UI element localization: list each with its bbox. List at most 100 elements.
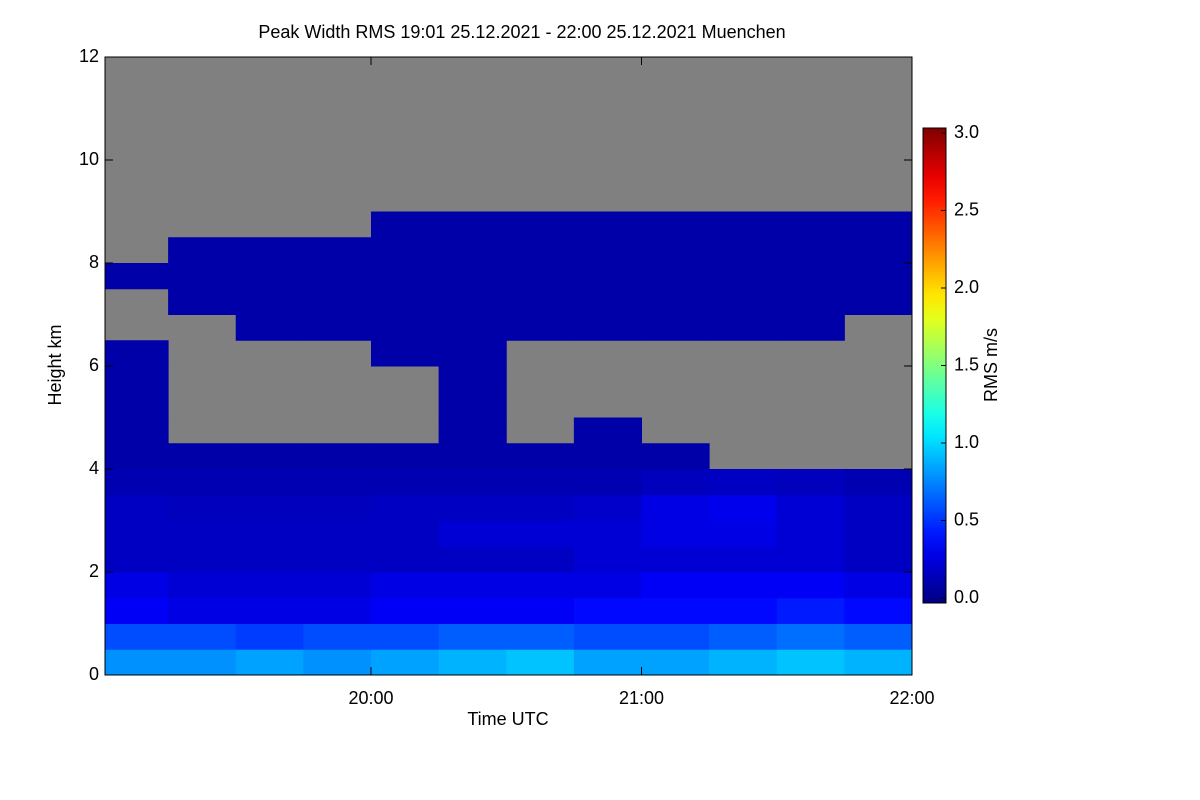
heatmap-cell — [303, 494, 372, 521]
heatmap-cell — [641, 288, 710, 315]
heatmap-cell — [438, 391, 507, 418]
heatmap-cell — [370, 314, 440, 341]
heatmap-cell — [776, 623, 845, 650]
heatmap-cell — [105, 443, 169, 470]
heatmap-cell — [844, 520, 912, 547]
y-tick-label: 0 — [89, 664, 99, 684]
heatmap-cell — [235, 263, 304, 290]
heatmap-cell — [303, 649, 372, 675]
heatmap-cell — [438, 546, 507, 573]
heatmap-cell — [844, 288, 912, 315]
heatmap-cell — [235, 623, 304, 650]
heatmap-cell — [438, 623, 507, 650]
heatmap-cell — [303, 314, 372, 341]
heatmap-cell — [506, 263, 575, 290]
heatmap-cell — [573, 211, 642, 238]
heatmap-cell — [105, 520, 169, 547]
heatmap-cell — [235, 494, 304, 521]
heatmap-cell — [370, 340, 440, 367]
heatmap-cell — [438, 263, 507, 290]
colorbar-tick-label: 3.0 — [954, 122, 979, 142]
x-axis-label: Time UTC — [467, 709, 548, 729]
heatmap-cell — [105, 546, 169, 573]
heatmap-cell — [641, 211, 710, 238]
heatmap-cell — [709, 314, 778, 341]
heatmap-cell — [438, 520, 507, 547]
heatmap-cell — [370, 288, 440, 315]
heatmap-cell — [641, 649, 710, 675]
heatmap-cell — [573, 546, 642, 573]
y-tick-label: 12 — [79, 46, 99, 66]
heatmap-cell — [709, 623, 778, 650]
heatmap-cell — [776, 649, 845, 675]
x-tick-label: 21:00 — [619, 688, 664, 708]
heatmap-cell — [105, 494, 169, 521]
heatmap-cell — [709, 494, 778, 521]
heatmap-cell — [506, 520, 575, 547]
heatmap-cell — [168, 443, 237, 470]
heatmap-cell — [303, 520, 372, 547]
heatmap-cell — [573, 417, 642, 444]
heatmap-cell — [370, 469, 440, 496]
heatmap-cell — [235, 288, 304, 315]
colorbar-tick-label: 0.5 — [954, 509, 979, 529]
heatmap-cell — [168, 649, 237, 675]
heatmap-cell — [438, 597, 507, 624]
heatmap-cell — [168, 469, 237, 496]
heatmap-cell — [844, 263, 912, 290]
heatmap-cell — [168, 597, 237, 624]
heatmap-cell — [438, 340, 507, 367]
heatmap-cell — [573, 572, 642, 599]
heatmap-cell — [105, 469, 169, 496]
heatmap-cell — [709, 263, 778, 290]
heatmap-cell — [573, 314, 642, 341]
heatmap-cell — [303, 288, 372, 315]
y-tick-label: 6 — [89, 355, 99, 375]
heatmap-cell — [370, 263, 440, 290]
heatmap-cell — [641, 263, 710, 290]
heatmap-cell — [370, 520, 440, 547]
heatmap-cell — [641, 314, 710, 341]
colorbar-tick-label: 1.5 — [954, 354, 979, 374]
heatmap-cell — [438, 237, 507, 264]
heatmap — [105, 57, 912, 675]
heatmap-cell — [303, 597, 372, 624]
heatmap-cell — [709, 237, 778, 264]
heatmap-cell — [438, 572, 507, 599]
heatmap-cell — [438, 649, 507, 675]
heatmap-cell — [506, 649, 575, 675]
heatmap-cell — [709, 469, 778, 496]
heatmap-cell — [709, 520, 778, 547]
heatmap-cell — [235, 597, 304, 624]
heatmap-cell — [506, 443, 575, 470]
heatmap-cell — [235, 314, 304, 341]
heatmap-cell — [506, 211, 575, 238]
heatmap-cell — [506, 623, 575, 650]
heatmap-cell — [370, 546, 440, 573]
colorbar-label: RMS m/s — [981, 328, 1001, 402]
heatmap-cell — [844, 211, 912, 238]
colorbar-tick-label: 2.0 — [954, 277, 979, 297]
heatmap-cell — [303, 546, 372, 573]
colorbar-tick-label: 2.5 — [954, 199, 979, 219]
heatmap-cell — [438, 469, 507, 496]
x-tick-label: 22:00 — [889, 688, 934, 708]
heatmap-cell — [105, 391, 169, 418]
heatmap-cell — [709, 597, 778, 624]
heatmap-cell — [370, 443, 440, 470]
heatmap-cell — [844, 546, 912, 573]
heatmap-cell — [641, 520, 710, 547]
heatmap-cell — [641, 546, 710, 573]
heatmap-cell — [776, 469, 845, 496]
heatmap-cell — [573, 494, 642, 521]
heatmap-cell — [105, 417, 169, 444]
heatmap-cell — [105, 263, 169, 290]
heatmap-cell — [303, 469, 372, 496]
heatmap-cell — [370, 211, 440, 238]
heatmap-cell — [506, 597, 575, 624]
heatmap-cell — [235, 649, 304, 675]
heatmap-cell — [641, 597, 710, 624]
heatmap-cell — [709, 211, 778, 238]
heatmap-cell — [235, 520, 304, 547]
heatmap-cell — [506, 546, 575, 573]
